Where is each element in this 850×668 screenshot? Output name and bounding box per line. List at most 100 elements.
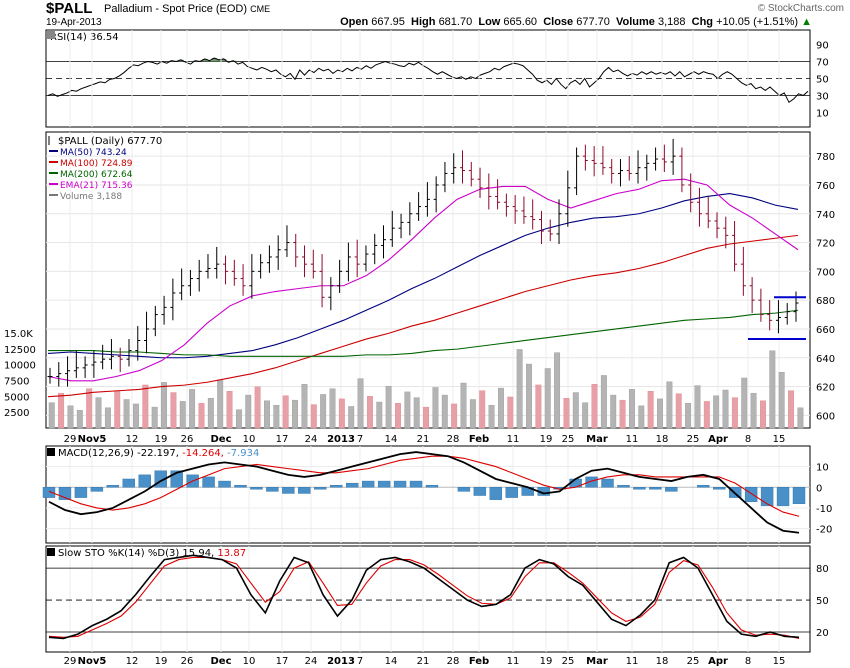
volume-bar: [760, 400, 766, 429]
x-tick-label-bottom: Apr: [708, 656, 728, 667]
volume-bar: [516, 349, 523, 429]
sto-tick-label: 50: [816, 596, 829, 607]
rsi-tick-label: 10: [816, 109, 829, 120]
x-tick-label: 10: [243, 434, 256, 445]
volume-bar: [264, 400, 270, 429]
volume-bar: [114, 390, 121, 429]
x-tick-label: Nov5: [78, 434, 107, 445]
x-tick-label-bottom: Mar: [586, 656, 608, 667]
rsi-label: RSI(14) 36.54: [50, 32, 119, 43]
x-tick-label-bottom: 19: [540, 656, 553, 667]
macd-legend-swatch: [47, 448, 55, 456]
volume-bar: [582, 402, 589, 429]
x-tick-label-bottom: 26: [181, 656, 194, 667]
x-tick-label: Mar: [586, 434, 608, 445]
x-tick-label: Feb: [469, 434, 489, 445]
rsi-tick-label: 30: [816, 92, 829, 103]
low-label: Low: [478, 16, 501, 28]
macd-histogram-bar: [202, 476, 215, 488]
price-tick-label: 640: [816, 354, 835, 365]
close-value: 677.70: [576, 16, 610, 28]
macd-histogram-bar: [792, 487, 806, 505]
x-tick-label-bottom: 17: [276, 656, 289, 667]
volume-value: 3,188: [657, 16, 686, 28]
volume-bar: [58, 392, 65, 429]
symbol-title: $PALL: [46, 0, 93, 17]
low-value: 665.60: [503, 16, 538, 28]
volume-bar: [245, 394, 252, 429]
macd-histogram-bar: [473, 487, 487, 496]
volume-tick-label: 7500: [4, 377, 29, 388]
volume-tick-label: 2500: [4, 408, 29, 419]
macd-histogram-bar: [649, 487, 662, 490]
macd-histogram-bar: [266, 487, 279, 492]
x-tick-label: Apr: [708, 434, 728, 445]
volume-bar: [310, 404, 317, 429]
x-tick-label-bottom: 10: [243, 656, 256, 667]
chart-date: 19-Apr-2013: [46, 17, 102, 28]
macd-histogram-bar: [409, 480, 423, 488]
price-legend-title: $PALL (Daily) 677.70: [58, 136, 162, 147]
macd-tick-label: 10: [816, 463, 829, 474]
volume-bar: [329, 388, 336, 429]
volume-bar: [731, 397, 738, 429]
volume-bar: [657, 398, 663, 429]
volume-bar: [282, 395, 289, 429]
volume-bar: [357, 378, 364, 429]
x-tick-label-bottom: 21: [417, 656, 430, 667]
x-tick-label-bottom: 11: [507, 656, 520, 667]
sto-label: Slow STO %K(14) %D(3) 15.94, 13.87: [58, 548, 246, 559]
rsi-tick-label: 70: [816, 58, 829, 69]
volume-bar: [600, 375, 607, 429]
volume-tick-label: 12500: [4, 345, 36, 356]
macd-histogram-bar: [42, 487, 56, 498]
macd-histogram-bar: [633, 487, 646, 490]
macd-signal-line: [48, 455, 800, 517]
volume-bar: [797, 407, 804, 429]
macd-histogram-bar: [330, 484, 343, 488]
volume-bar: [198, 403, 205, 429]
volume-bar: [507, 396, 514, 429]
x-tick-label-bottom: 24: [305, 656, 318, 667]
volume-bar: [207, 398, 214, 429]
volume-bar: [628, 389, 635, 429]
volume-bar: [273, 405, 280, 429]
macd-histogram-bar: [425, 484, 439, 488]
volume-bar: [366, 396, 373, 429]
volume-bar: [95, 397, 102, 429]
x-tick-label-bottom: Dec: [210, 656, 231, 667]
volume-bar: [675, 393, 682, 429]
macd-tick-label: 0: [816, 483, 822, 494]
price-tick-label: 600: [816, 411, 835, 422]
volume-bar: [320, 394, 327, 429]
volume-bar: [488, 405, 495, 429]
volume-bar: [713, 395, 720, 429]
volume-bar: [610, 394, 617, 429]
price-legend-item: Volume 3,188: [60, 192, 122, 202]
volume-bar: [76, 410, 83, 429]
x-tick-label: 19: [155, 434, 168, 445]
volume-bar: [348, 406, 355, 429]
price-tick-label: 620: [816, 383, 835, 394]
macd-tick-label: -20: [816, 525, 832, 536]
x-tick-label-bottom: 29: [64, 656, 77, 667]
volume-bar: [235, 409, 242, 429]
macd-label: MACD(12,26,9) -22.197, -14.264, -7.934: [58, 448, 259, 459]
rsi-overbought-fill: [211, 58, 217, 62]
macd-histogram-bar: [234, 484, 247, 488]
macd-histogram-bar: [90, 487, 104, 492]
sto-d-line: [48, 556, 800, 639]
rsi-overbought-fill: [221, 58, 227, 62]
volume-bar: [638, 405, 645, 429]
symbol-description: Palladium - Spot Price (EOD) CME: [104, 3, 270, 15]
macd-histogram-bar: [617, 484, 630, 488]
volume-bar: [526, 363, 532, 429]
x-tick-label-bottom: 8: [745, 656, 751, 667]
volume-bar: [750, 392, 757, 429]
volume-bar: [703, 401, 710, 429]
volume-bar: [563, 398, 570, 429]
x-tick-label-bottom: 25: [562, 656, 575, 667]
volume-bar: [67, 405, 74, 429]
rsi-line: [47, 57, 809, 104]
macd-panel: [45, 445, 811, 544]
